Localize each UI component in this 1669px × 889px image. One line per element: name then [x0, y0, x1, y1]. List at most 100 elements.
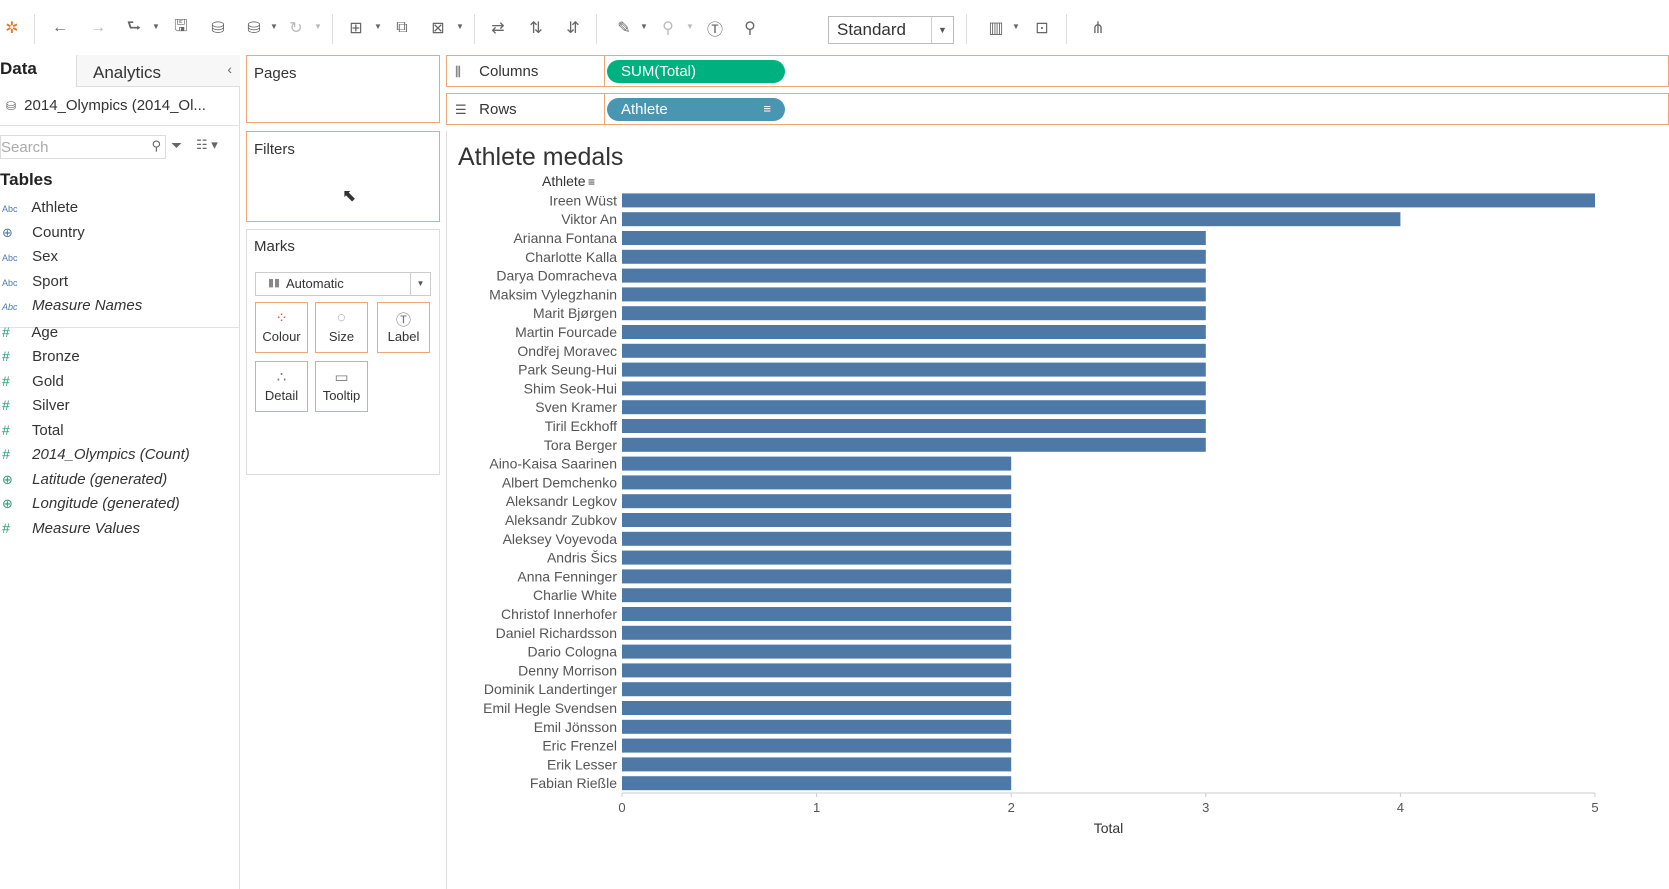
toolbar-separator [474, 14, 475, 44]
field-label: Silver [32, 397, 70, 414]
view-options-icon[interactable]: ☷ ▾ [196, 137, 218, 152]
undo-icon[interactable]: ← [52, 19, 68, 36]
field-measure-values[interactable]: # Measure Values [0, 520, 140, 542]
new-worksheet-dropdown-icon[interactable]: ▼ [374, 22, 382, 31]
highlight-dropdown-icon[interactable]: ▼ [640, 22, 648, 31]
redo-icon[interactable]: → [90, 19, 106, 36]
chevron-down-icon[interactable]: ▼ [410, 273, 430, 295]
save-icon[interactable]: 🖫 [174, 17, 188, 35]
columns-shelf[interactable]: ⫼ Columns SUM(Total) [446, 55, 1669, 87]
string-type-icon: Abc [2, 302, 18, 312]
field-measure-names[interactable]: Abc Measure Names [0, 297, 142, 319]
bar [622, 644, 1012, 659]
refresh-icon[interactable]: ↻ [289, 20, 303, 37]
pause-dropdown-icon[interactable]: ▼ [270, 22, 278, 31]
row-label: Tiril Eckhoff [545, 418, 617, 434]
bar [622, 400, 1206, 415]
share-icon[interactable]: ⋔ [1091, 20, 1105, 37]
field-country[interactable]: ⊕ Country [0, 224, 85, 246]
field-bronze[interactable]: # Bronze [0, 348, 80, 370]
label-button[interactable]: Ⓣ Label [377, 302, 430, 353]
bar [622, 437, 1206, 452]
search-input[interactable]: Search ⚲ [0, 135, 166, 159]
filter-fields-icon[interactable]: ⏷ [171, 137, 183, 153]
new-worksheet-icon[interactable]: ⊞ [349, 20, 363, 37]
sort-asc-icon[interactable]: ⇅ [529, 20, 543, 37]
field-latitude[interactable]: ⊕ Latitude (generated) [0, 471, 167, 493]
replay-icon[interactable]: ⮑ [126, 17, 142, 35]
view-mode-select[interactable]: Standard ▼ [828, 16, 954, 44]
clear-sheet-dropdown-icon[interactable]: ▼ [456, 22, 464, 31]
mark-type-select[interactable]: ▮▮ Automatic ▼ [255, 272, 431, 296]
tooltip-button[interactable]: ▭ Tooltip [315, 361, 368, 412]
athlete-pill[interactable]: Athlete ≡ [607, 98, 785, 121]
pages-card[interactable]: Pages [246, 55, 440, 123]
row-label: Daniel Richardsson [496, 625, 617, 641]
highlight-icon[interactable]: ✎ [617, 20, 631, 37]
bar [622, 607, 1012, 621]
field-label: Sex [32, 248, 59, 265]
sum-total-pill[interactable]: SUM(Total) [607, 60, 785, 83]
row-label: Albert Demchenko [502, 474, 617, 490]
globe-icon: ⊕ [2, 225, 13, 240]
duplicate-sheet-icon[interactable]: ⧉ [396, 19, 408, 36]
size-button[interactable]: ◌ Size [315, 302, 368, 353]
presentation-icon[interactable]: ⊡ [1035, 20, 1049, 37]
swap-icon[interactable]: ⇄ [491, 20, 505, 37]
rows-shelf[interactable]: ☰ Rows Athlete ≡ [446, 93, 1669, 125]
bar [622, 588, 1012, 603]
x-tick-label: 1 [813, 800, 820, 815]
field-sport[interactable]: Abc Sport [0, 273, 68, 295]
filters-title: Filters [254, 141, 295, 158]
tab-data[interactable]: Data [0, 59, 37, 78]
bar-chart: Athlete ≡ Ireen Wüst Viktor An Arianna Fonta… [483, 173, 1598, 836]
marks-title: Marks [254, 238, 295, 255]
toolbar-separator [966, 14, 967, 44]
group-icon[interactable]: ⚲ [662, 20, 674, 37]
tableau-logo-icon[interactable]: ✲ [5, 20, 19, 37]
field-total[interactable]: # Total [0, 422, 64, 444]
bar [622, 701, 1012, 715]
field-age[interactable]: # Age [0, 324, 58, 346]
sort-desc-icon[interactable]: ⇵ [566, 20, 580, 37]
show-me-dropdown-icon[interactable]: ▼ [1012, 22, 1020, 31]
detail-button[interactable]: ∴ Detail [255, 361, 308, 412]
row-label: Darya Domracheva [496, 268, 617, 284]
datasource-item[interactable]: ⛁ 2014_Olympics (2014_Ol... [6, 97, 206, 114]
row-label: Emil Hegle Svendsen [483, 700, 617, 716]
refresh-dropdown-icon[interactable]: ▼ [314, 22, 322, 31]
new-datasource-icon[interactable]: ⛁ [211, 20, 225, 37]
row-label: Park Seung-Hui [518, 362, 617, 378]
field-sex[interactable]: Abc Sex [0, 248, 58, 270]
toolbar-separator [332, 14, 333, 44]
field-silver[interactable]: # Silver [0, 397, 70, 419]
row-label: Shim Seok-Hui [524, 380, 617, 396]
labels-icon[interactable]: Ⓣ [706, 22, 723, 39]
number-type-icon: # [2, 373, 10, 389]
replay-dropdown-icon[interactable]: ▼ [152, 22, 160, 31]
field-gold[interactable]: # Gold [0, 373, 64, 395]
bar [622, 663, 1012, 678]
field-olympics-count[interactable]: # 2014_Olympics (Count) [0, 446, 190, 468]
row-label: Erik Lesser [547, 756, 617, 772]
tab-analytics[interactable]: Analytics ‹ [76, 55, 240, 87]
colour-button[interactable]: ⁘ Colour [255, 302, 308, 353]
row-label: Marit Bjørgen [533, 305, 617, 321]
show-me-icon[interactable]: ▥ [988, 20, 1004, 37]
colour-icon: ⁘ [275, 310, 288, 327]
collapse-pane-icon[interactable]: ‹ [227, 61, 232, 77]
number-type-icon: # [2, 520, 10, 536]
x-axis-title: Total [1094, 820, 1124, 836]
filters-card[interactable]: Filters [246, 131, 440, 222]
field-longitude[interactable]: ⊕ Longitude (generated) [0, 495, 180, 517]
row-label: Martin Fourcade [515, 324, 617, 340]
clear-sheet-icon[interactable]: ⊠ [431, 20, 445, 37]
field-athlete[interactable]: Abc Athlete [0, 199, 78, 221]
row-label: Dominik Landertinger [484, 681, 617, 697]
pause-icon[interactable]: ⛁ [247, 20, 261, 37]
chevron-down-icon[interactable]: ▼ [931, 17, 953, 43]
group-dropdown-icon[interactable]: ▼ [686, 22, 694, 31]
pin-icon[interactable]: ⚲ [744, 20, 756, 37]
bar [622, 475, 1012, 490]
toolbar-separator [1066, 14, 1067, 44]
